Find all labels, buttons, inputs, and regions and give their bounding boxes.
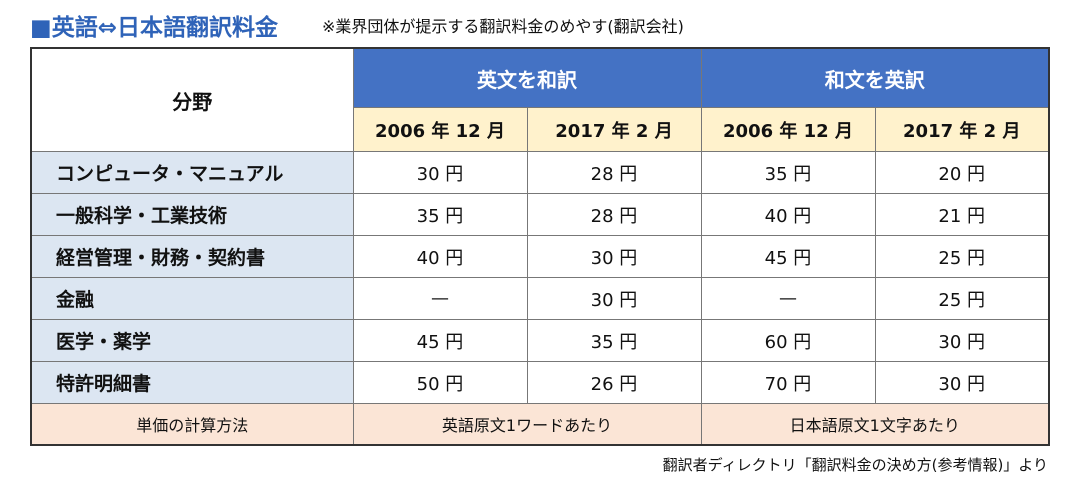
subtitle: ※業界団体が提示する翻訳料金のめやす(翻訳会社) xyxy=(322,17,684,36)
period-header: 2006 年 12 月 xyxy=(700,107,876,152)
period-header: 2017 年 2 月 xyxy=(874,107,1050,152)
price-cell: 50 円 xyxy=(352,361,528,404)
price-cell: 30 円 xyxy=(874,319,1050,362)
data-row: 金融 —30 円 —25 円 xyxy=(30,277,1050,320)
data-row: 一般科学・工業技術 35 円 28 円 40 円 21 円 xyxy=(30,193,1050,236)
field-header: 分野 xyxy=(30,47,354,152)
price-cell: 28 円 xyxy=(526,151,702,194)
price-cell: 21 円 xyxy=(874,193,1050,236)
field-label: 経営管理・財務・契約書 xyxy=(30,235,354,278)
header-row: 分野 英文を和訳 和文を英訳 xyxy=(30,47,1050,152)
price-cell: 28 円 xyxy=(526,193,702,236)
group-header: 英文を和訳 xyxy=(352,47,702,108)
price-cell: 35 円 xyxy=(700,151,876,194)
period-row: 2006 年 12 月 2017 年 2 月 2006 年 12 月 2017 年 2… xyxy=(31,107,1050,152)
unit-cell: 英語原文1ワードあたり xyxy=(352,403,702,446)
price-cell: 60 円 xyxy=(700,319,876,362)
price-cell: 20 円 xyxy=(874,151,1050,194)
price-cell: 30 円 xyxy=(526,277,702,320)
price-cell: 45 円 xyxy=(352,319,528,362)
unit-row: 単価の計算方法 英語原文1ワードあたり 日本語原文1文字あたり xyxy=(30,403,1050,446)
table-body: 分野 英文を和訳 和文を英訳 2006 年 12 月 2017 年 2 月 2006 年 … xyxy=(30,47,1050,446)
price-cell: 35 円 xyxy=(526,319,702,362)
price-cell: 40 円 xyxy=(700,193,876,236)
data-row: コンピュータ・マニュアル 30 円 28 円 35 円 20 円 xyxy=(30,151,1050,194)
period-header: 2006 年 12 月 xyxy=(352,107,528,152)
price-cell: — xyxy=(700,277,876,320)
price-cell: 25 円 xyxy=(874,235,1050,278)
field-label: 特許明細書 xyxy=(30,361,354,404)
price-cell: 30 円 xyxy=(526,235,702,278)
unit-cell: 日本語原文1文字あたり xyxy=(700,403,1050,446)
price-table: 分野 英文を和訳 和文を英訳 2006 年 12 月 2017 年 2 月 2006 年 … xyxy=(30,47,1050,446)
price-cell: 26 円 xyxy=(526,361,702,404)
price-cell: 70 円 xyxy=(700,361,876,404)
field-label: 医学・薬学 xyxy=(30,319,354,362)
field-label: 金融 xyxy=(30,277,354,320)
price-cell: — xyxy=(352,277,528,320)
period-header: 2017 年 2 月 xyxy=(526,107,702,152)
price-cell: 45 円 xyxy=(700,235,876,278)
price-cell: 30 円 xyxy=(874,361,1050,404)
data-row: 特許明細書 50 円 26 円 70 円 30 円 xyxy=(30,361,1050,404)
price-cell: 35 円 xyxy=(352,193,528,236)
data-row: 経営管理・財務・契約書 40 円 30 円 45 円 25 円 xyxy=(30,235,1050,278)
unit-cell: 単価の計算方法 xyxy=(30,403,354,446)
field-label: 一般科学・工業技術 xyxy=(30,193,354,236)
price-cell: 40 円 xyxy=(352,235,528,278)
title: ■英語⇔日本語翻訳料金 xyxy=(30,15,279,41)
source: 翻訳者ディレクトリ「翻訳料金の決め方(参考情報)」より xyxy=(662,456,1048,474)
group-header: 和文を英訳 xyxy=(700,47,1050,108)
price-cell: 25 円 xyxy=(874,277,1050,320)
price-cell: 30 円 xyxy=(352,151,528,194)
field-label: コンピュータ・マニュアル xyxy=(30,151,354,194)
data-row: 医学・薬学 45 円 35 円 60 円 30 円 xyxy=(30,319,1050,362)
